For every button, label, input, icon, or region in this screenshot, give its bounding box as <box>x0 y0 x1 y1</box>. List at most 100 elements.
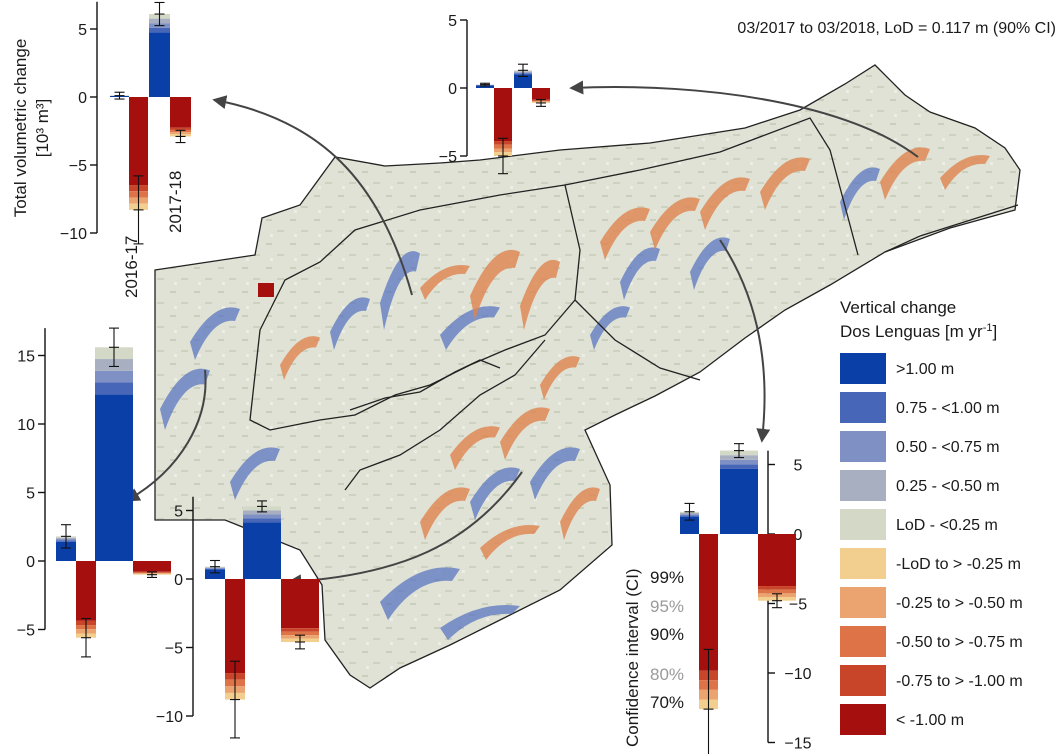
volume-bar-charts: 5 0 −5 −10 5 0 −5 15 10 5 0 −5 5 0 −5 −10 5 0 −5 −10 −15 <box>17 1 812 754</box>
loss-bar-ci-band <box>170 127 191 130</box>
legend-swatch <box>840 353 886 384</box>
legend-label: -0.50 to > -0.75 m <box>896 634 1023 651</box>
glacier-change-map <box>154 64 1021 689</box>
gain-streak <box>530 447 580 500</box>
loss-bar-ci-band <box>758 586 796 590</box>
bar-chart-top-left: 5 0 −5 −10 <box>60 1 191 245</box>
confidence-interval-key: Confidence interval (CI) 99% 95% 90% 80% 70% <box>623 568 684 747</box>
connector-arrows <box>125 80 919 589</box>
y-tick-label: −5 <box>69 158 87 175</box>
gain-streak <box>470 467 520 520</box>
gain-bar <box>149 32 170 97</box>
y-tick-label: −15 <box>784 736 811 753</box>
loss-bar <box>133 561 171 572</box>
legend-label: LoD - <0.25 m <box>896 517 998 534</box>
gain-streak <box>620 247 660 300</box>
arrow-to-bottom-right <box>719 239 771 443</box>
legend-label: < -1.00 m <box>896 712 964 729</box>
gain-bar <box>95 394 133 561</box>
loss-bar <box>225 579 245 674</box>
y-tick-label: 0 <box>78 90 87 107</box>
gain-streak <box>160 368 210 430</box>
loss-bar-ci-band <box>281 628 319 632</box>
gain-streak <box>190 307 240 360</box>
loss-hotspot <box>258 283 274 297</box>
gain-bar <box>680 516 699 534</box>
loss-patches <box>280 147 990 560</box>
gain-bar <box>514 74 532 88</box>
y-tick-label: −10 <box>156 709 183 726</box>
gain-patches <box>160 167 880 640</box>
bar-chart-bottom-right: 5 0 −5 −10 −15 <box>680 443 812 754</box>
loss-streak <box>540 356 580 400</box>
y-tick-label: 5 <box>448 13 457 30</box>
legend-label: 0.75 - <1.00 m <box>896 400 1000 417</box>
loss-bar-ci-band <box>281 631 319 636</box>
y-tick-label: −5 <box>789 597 807 614</box>
loss-bar-ci-band <box>758 589 796 594</box>
gain-bar <box>205 569 225 579</box>
arrow-to-left-large <box>125 369 207 502</box>
y-tick-label: 0 <box>174 572 183 589</box>
gain-bar <box>720 468 758 534</box>
legend-label: -0.25 to > -0.50 m <box>896 595 1023 612</box>
y-tick-label: 0 <box>26 554 35 571</box>
legend-subtitle: Dos Lenguas [m yr-1] <box>840 322 997 341</box>
loss-streak <box>500 407 550 460</box>
legend-swatch <box>840 587 886 618</box>
y-axis-unit: [10³ m³] <box>33 99 52 158</box>
gain-streak <box>840 167 880 220</box>
gain-bar-ci-band <box>243 518 281 523</box>
category-label: 2016-17 <box>122 236 141 298</box>
gain-bar-ci-band <box>149 27 170 33</box>
arrow-to-bottom-middle <box>287 471 523 589</box>
loss-streak <box>420 264 470 300</box>
legend-label: 0.50 - <0.75 m <box>896 439 1000 456</box>
y-tick-label: −5 <box>165 641 183 658</box>
subarea-boundary <box>564 117 859 256</box>
gain-bar-ci-band <box>720 459 758 465</box>
legend-swatch <box>840 548 886 579</box>
y-tick-label: 5 <box>26 486 35 503</box>
loss-streak <box>760 157 810 210</box>
loss-streak <box>480 524 540 560</box>
gain-streak <box>330 297 370 350</box>
y-tick-label: −5 <box>439 149 457 166</box>
gain-streak <box>230 447 280 500</box>
y-axis-title: Total volumetric change <box>11 39 30 218</box>
loss-streak <box>450 426 500 470</box>
gain-bar <box>243 522 281 579</box>
gain-bar-ci-band <box>720 464 758 469</box>
y-tick-label: 10 <box>17 417 35 434</box>
subarea-boundary <box>344 339 546 491</box>
ci-axis-title: Confidence interval (CI) <box>623 568 642 747</box>
vertical-change-legend: Vertical change Dos Lenguas [m yr-1] >1.… <box>840 298 1023 735</box>
loss-streak <box>280 336 320 380</box>
loss-bar <box>129 97 148 186</box>
gain-streak <box>380 251 420 330</box>
legend-swatch <box>840 626 886 657</box>
loss-streak <box>520 259 560 330</box>
loss-streak <box>940 154 990 190</box>
loss-streak <box>470 249 520 320</box>
loss-bar <box>281 579 319 629</box>
loss-streak <box>420 487 470 540</box>
y-tick-label: 5 <box>174 504 183 521</box>
bar-chart-bottom-middle: 5 0 −5 −10 <box>156 496 319 739</box>
loss-bar <box>494 88 512 142</box>
loss-streak <box>650 197 700 250</box>
y-tick-label: 0 <box>448 81 457 98</box>
legend-swatch <box>840 509 886 540</box>
loss-bar <box>532 88 550 100</box>
category-label: 2017-18 <box>166 171 185 233</box>
gain-bar <box>476 85 494 88</box>
legend-label: >1.00 m <box>896 361 954 378</box>
loss-streak <box>700 177 750 230</box>
legend-items: >1.00 m 0.75 - <1.00 m 0.50 - <0.75 m 0.25 … <box>840 353 1023 735</box>
y-tick-label: −5 <box>17 623 35 640</box>
y-tick-label: −10 <box>784 666 811 683</box>
loss-bar <box>76 561 96 621</box>
y-tick-label: 5 <box>78 22 87 39</box>
gain-streak <box>440 306 500 350</box>
gain-bar-ci-band <box>243 514 281 519</box>
